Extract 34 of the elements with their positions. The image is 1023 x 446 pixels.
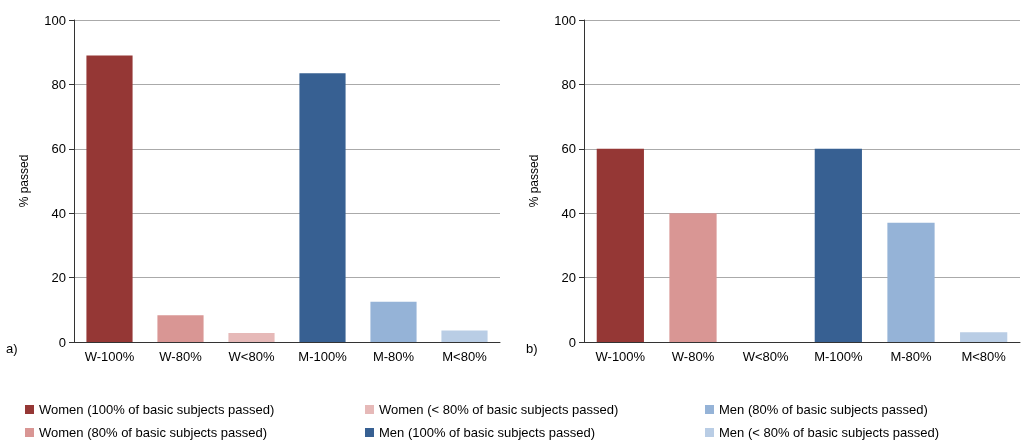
legend-label: Women (100% of basic subjects passed)	[39, 402, 275, 417]
text: b)	[526, 341, 538, 356]
legend-label: Women (< 80% of basic subjects passed)	[379, 402, 619, 417]
legend-label: Men (80% of basic subjects passed)	[719, 402, 928, 417]
y-axis-title: % passed	[17, 154, 31, 208]
legend-label: Men (< 80% of basic subjects passed)	[719, 425, 940, 440]
y-tick-label: 80	[51, 76, 66, 92]
x-tick-label: W-100%	[84, 349, 135, 364]
y-tick-label: 80	[561, 76, 576, 92]
legend-label: Women (80% of basic subjects passed)	[39, 425, 268, 440]
text: a)	[6, 341, 18, 356]
y-tick-label: 0	[58, 334, 66, 350]
y-tick-label: 100	[44, 12, 66, 28]
x-tick-label: W<80%	[228, 349, 275, 364]
x-tick-label: W-80%	[671, 349, 715, 364]
y-axis-title: % passed	[527, 154, 541, 208]
y-tick-label: 40	[51, 205, 66, 221]
x-tick-label: M-100%	[298, 349, 348, 364]
y-tick-label: 20	[51, 270, 66, 286]
x-tick-label: M-80%	[890, 349, 933, 364]
x-tick-label: M<80%	[961, 349, 1007, 364]
x-tick-label: W-100%	[595, 349, 646, 364]
x-tick-label: W-80%	[159, 349, 203, 364]
y-tick-label: 40	[561, 205, 576, 221]
y-tick-label: 0	[568, 334, 576, 350]
x-tick-label: W<80%	[742, 349, 790, 364]
y-tick-label: 20	[561, 270, 576, 286]
y-tick-label: 60	[51, 141, 66, 157]
y-tick-label: 100	[554, 12, 576, 28]
legend-label: Men (100% of basic subjects passed)	[379, 425, 596, 440]
x-tick-label: M-80%	[372, 349, 415, 364]
y-tick-label: 60	[561, 141, 576, 157]
x-tick-label: M<80%	[442, 349, 488, 364]
x-tick-label: M-100%	[814, 349, 863, 364]
